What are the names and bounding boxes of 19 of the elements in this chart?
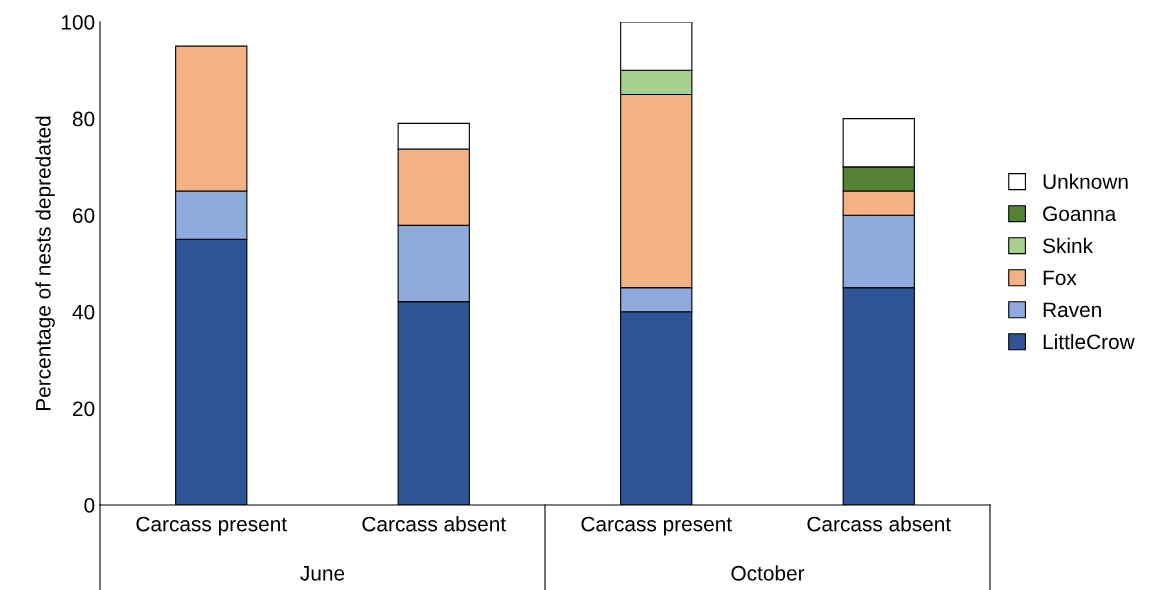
y-tick-label: 100 (61, 15, 95, 30)
legend-label: Goanna (1043, 206, 1117, 222)
text: October (731, 565, 805, 581)
y-axis-title: Percentage of nests depredated (35, 116, 55, 411)
legend-label: LittleCrow (1043, 333, 1135, 350)
x-tick-label: Carcass present (136, 516, 287, 536)
y-tick-label: 20 (73, 401, 95, 417)
text: June (300, 566, 345, 581)
y-tick-label: 40 (72, 304, 95, 320)
x-tick-label: Carcass absent (362, 516, 506, 532)
y-tick-label: 60 (73, 208, 95, 223)
x-tick-label: Carcass absent (807, 516, 951, 532)
legend-label: Unknown (1043, 173, 1128, 190)
y-tick-label: 80 (72, 111, 95, 127)
legend-label: Fox (1043, 270, 1077, 286)
legend-label: Raven (1043, 302, 1101, 318)
legend-label: Skink (1043, 237, 1094, 254)
y-tick-label: 0 (84, 498, 95, 513)
x-tick-label: Carcass present (581, 516, 732, 536)
